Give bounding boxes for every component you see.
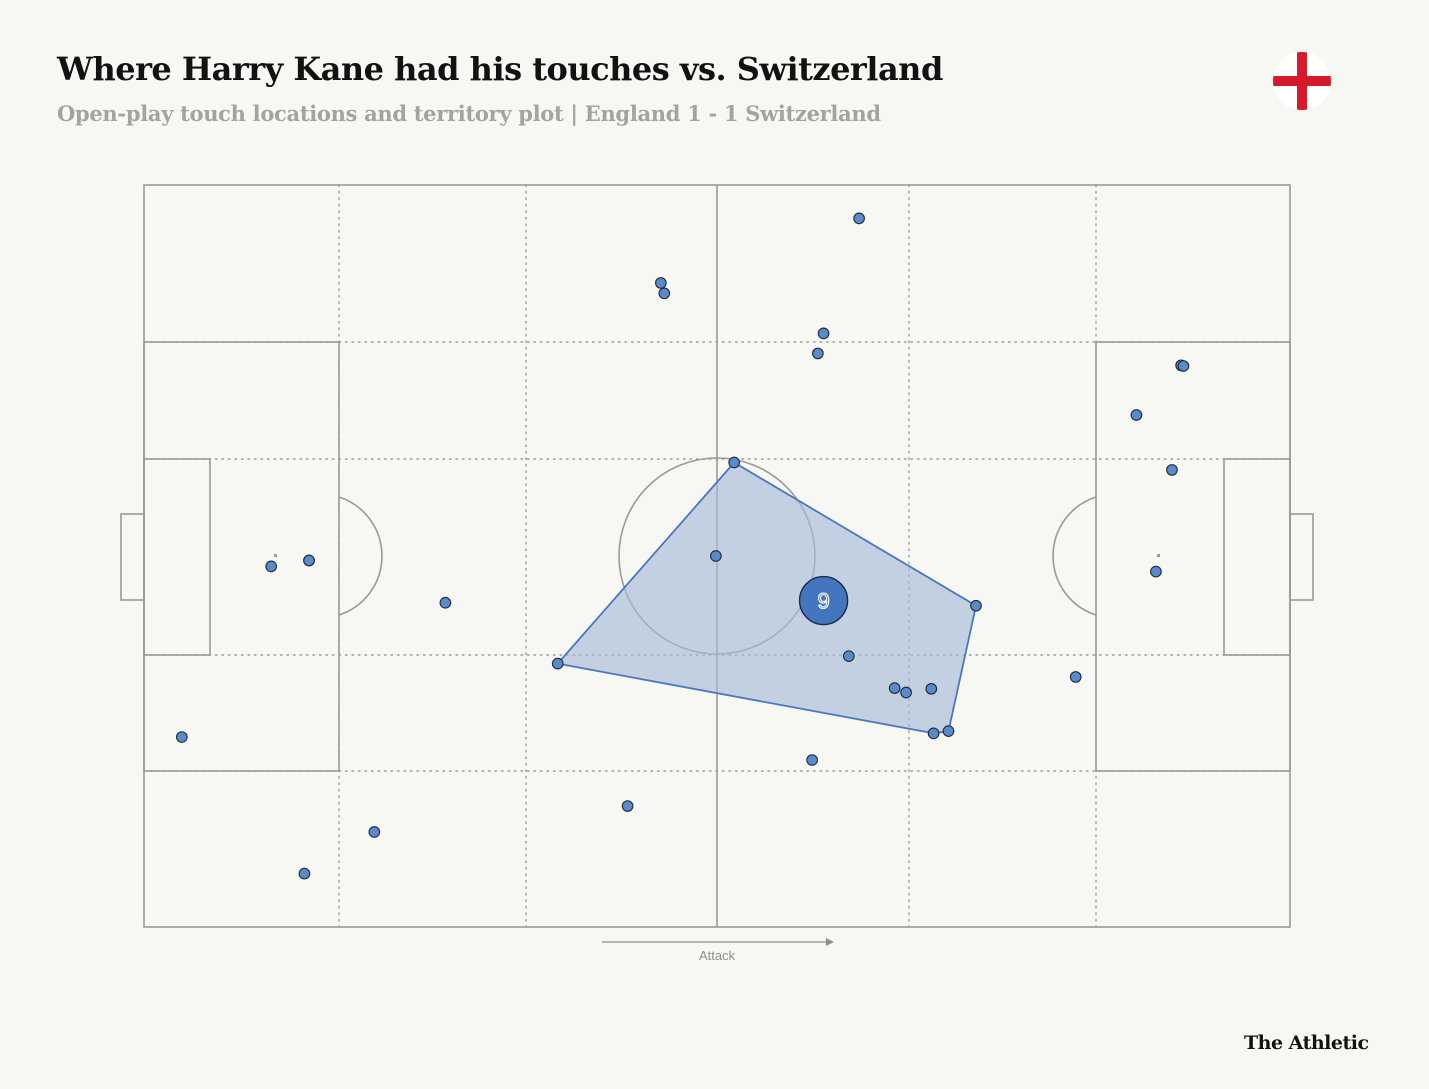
touch-point xyxy=(811,347,824,360)
touch-point xyxy=(817,327,830,340)
touch-point xyxy=(1177,360,1190,372)
chart-subtitle: Open-play touch locations and territory … xyxy=(57,101,881,126)
touch-point xyxy=(853,212,865,225)
left-goal xyxy=(120,513,145,601)
touch-point xyxy=(728,456,741,469)
average-position-marker xyxy=(798,575,849,626)
touch-point xyxy=(265,560,278,573)
touch-point xyxy=(1150,565,1162,578)
touch-point xyxy=(439,596,452,609)
touch-point xyxy=(925,682,938,695)
touch-point xyxy=(900,686,912,699)
england-flag-icon xyxy=(1273,52,1331,110)
right-penalty-arc xyxy=(1052,496,1097,616)
touch-point xyxy=(710,550,722,562)
touch-point xyxy=(551,657,564,670)
touch-point xyxy=(658,287,671,300)
average-position-label: 9 xyxy=(817,589,829,614)
touch-point xyxy=(368,826,381,838)
right-goal xyxy=(1289,513,1314,601)
touch-point xyxy=(1130,409,1143,421)
touch-point xyxy=(842,650,855,663)
touch-point xyxy=(1069,671,1082,683)
territory-polygon xyxy=(556,461,977,735)
right-penalty-box xyxy=(1095,341,1291,772)
left-penalty-arc xyxy=(338,496,383,616)
brand-logo: The Athletic xyxy=(1244,1032,1369,1054)
touch-point xyxy=(888,682,901,694)
left-penalty-spot xyxy=(274,554,277,557)
touch-points xyxy=(175,212,1190,880)
right-penalty-spot xyxy=(1157,554,1160,557)
touch-point xyxy=(970,599,982,612)
chart-title: Where Harry Kane had his touches vs. Swi… xyxy=(57,50,943,88)
average-position: 9 xyxy=(798,575,849,626)
attack-direction: Attack xyxy=(602,938,834,963)
touch-point xyxy=(927,727,940,740)
touch-point xyxy=(621,800,634,812)
territory-hull xyxy=(556,461,977,735)
right-six-yard-box xyxy=(1223,458,1291,656)
touch-point xyxy=(175,731,188,743)
touch-point xyxy=(654,277,667,289)
left-six-yard-box xyxy=(143,458,211,656)
touch-point xyxy=(1166,464,1178,476)
touch-point xyxy=(298,867,311,880)
touch-point xyxy=(303,554,315,567)
touch-point xyxy=(806,754,818,766)
attack-label: Attack xyxy=(699,948,736,963)
touch-point xyxy=(942,725,955,737)
